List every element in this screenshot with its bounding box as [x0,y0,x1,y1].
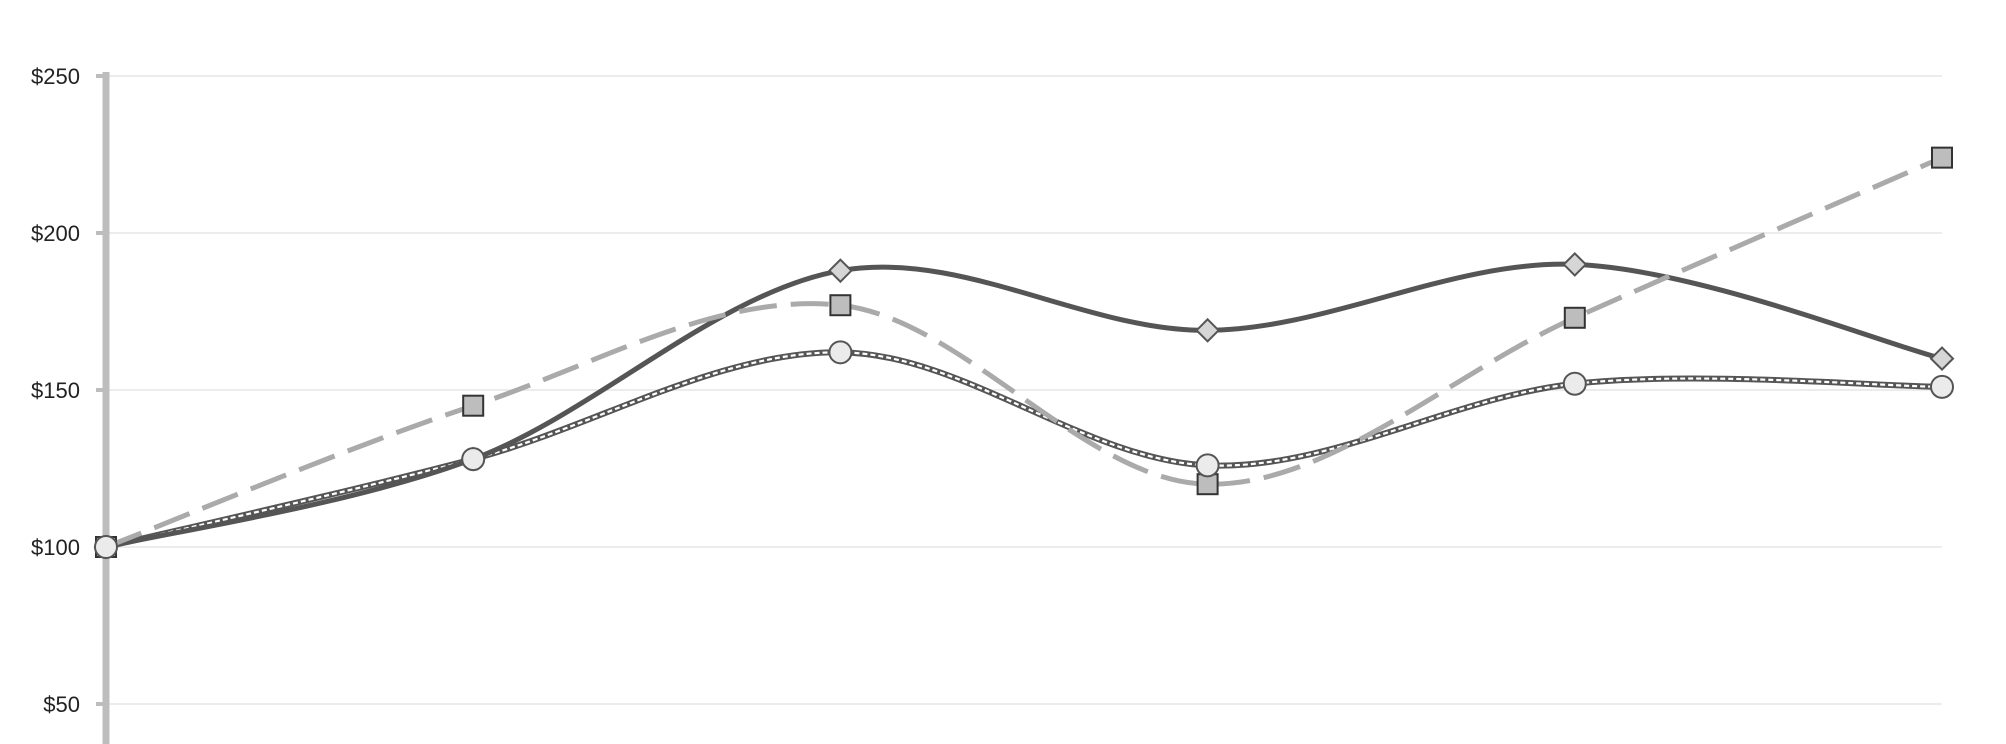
circle-marker [1195,453,1220,478]
square-marker [829,294,852,317]
series-markers [93,146,1955,560]
circle-marker [828,340,853,365]
square-marker [1931,146,1953,169]
gridlines [106,75,1942,705]
square-marker [1563,306,1586,329]
circle-marker [94,535,118,559]
diamond-marker [1562,251,1588,277]
square-marker [462,394,485,417]
y-tick-label: $150 [31,378,80,403]
y-tick-label: $50 [43,692,80,717]
y-tick-label: $100 [31,535,80,560]
diamond-marker [827,258,853,284]
circle-marker [1930,374,1954,399]
circle-marker [1562,371,1587,396]
y-axis: $50 $100 $150 $200 $250 [31,64,110,744]
diamond-marker [1929,346,1955,372]
y-tick-label: $250 [31,64,80,89]
series-lines [103,155,1945,550]
series-line-dashed [105,155,1943,550]
series-line-double-outer [105,349,1943,550]
circle-marker [461,447,486,472]
y-tick-label: $200 [31,221,80,246]
series-line-solid [103,261,1945,550]
diamond-marker [1195,317,1221,343]
series-line-double-inner [105,351,1943,549]
